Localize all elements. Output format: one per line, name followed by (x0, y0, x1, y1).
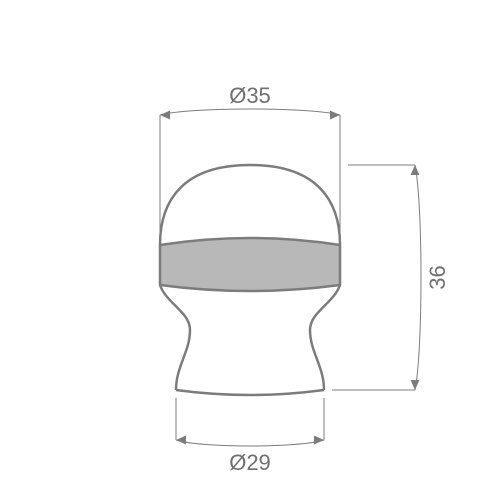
dim-line-height (415, 165, 421, 390)
dim-line-bottom (176, 440, 324, 446)
arrowhead (411, 165, 420, 175)
dim-label-top-diameter: Ø35 (229, 83, 271, 108)
arrowhead (314, 436, 324, 445)
bumper-ring (160, 238, 340, 291)
arrowhead (330, 111, 340, 120)
arrowhead (160, 111, 170, 120)
base-edge (176, 390, 324, 395)
dim-label-height: 36 (425, 265, 450, 289)
dimension-drawing: Ø35 Ø29 36 (0, 0, 500, 500)
arrowhead (176, 436, 186, 445)
dim-label-base-diameter: Ø29 (229, 450, 271, 475)
arrowhead (411, 380, 420, 390)
dim-line-top (160, 109, 340, 115)
